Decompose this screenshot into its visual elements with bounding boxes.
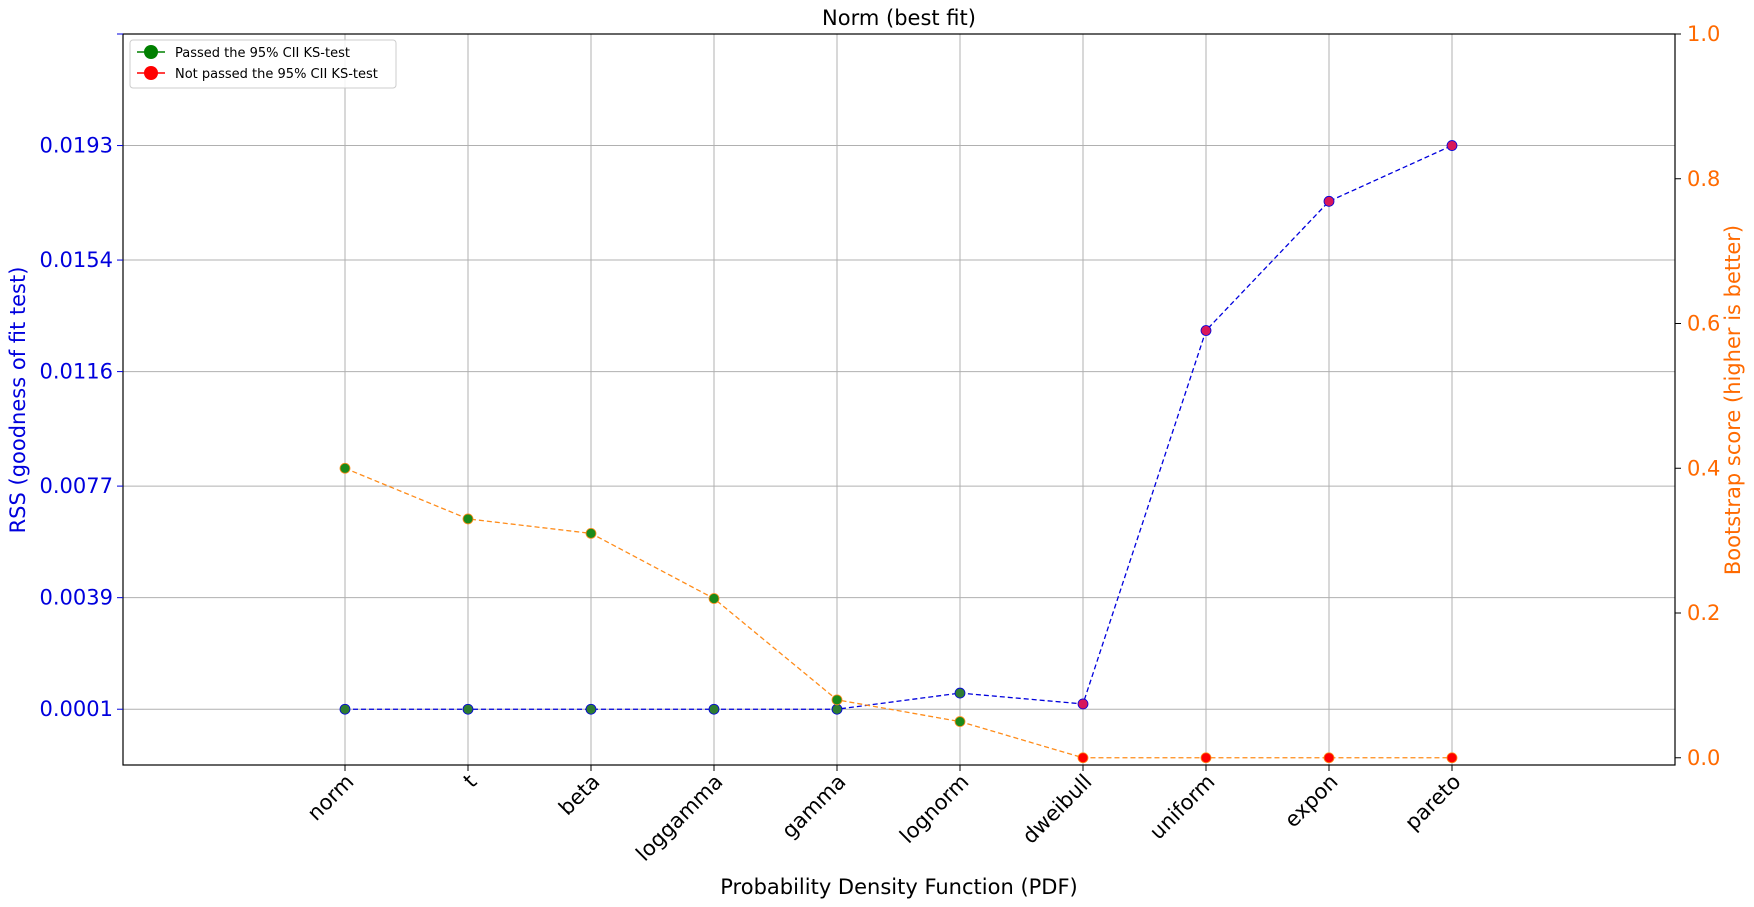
legend-failed-marker [144,66,158,80]
bootstrap-point [1200,752,1212,764]
rss-point [831,703,843,715]
left-y-tick-label: 0.0001 [40,697,113,721]
left-y-axis: 0.0001 0.0039 0.0077 0.0116 0.0154 0.0193 [40,33,123,721]
rss-point [1446,140,1458,151]
chart-title: Norm (best fit) [822,6,976,30]
rss-point [1077,698,1089,710]
left-y-tick-label: 0.0077 [40,474,113,498]
legend-passed-label: Passed the 95% CII KS-test [175,46,350,61]
right-y-axis-label: Bootstrap score (higher is better) [1721,225,1745,575]
legend-failed-label: Not passed the 95% CII KS-test [175,67,378,82]
bootstrap-point [1446,752,1458,764]
left-y-tick-label: 0.0154 [40,248,113,272]
rss-series-line [345,144,1453,710]
right-y-tick-label: 0.8 [1687,167,1720,191]
legend: Passed the 95% CII KS-test Not passed th… [129,39,397,89]
bootstrap-point [708,593,720,604]
rss-point [462,703,474,715]
bootstrap-point [585,527,597,539]
right-y-tick-label: 0.0 [1687,746,1720,770]
right-y-axis: 0.0 0.2 0.4 0.6 0.8 1.0 [1675,22,1720,770]
rss-point [1323,195,1335,207]
series-layer [339,140,1458,764]
legend-box [129,39,397,89]
rss-point [1200,325,1212,336]
left-y-tick-label: 0.0193 [40,134,113,158]
bootstrap-series-line [344,467,1452,759]
left-y-axis-label: RSS (goodness of fit test) [6,267,30,534]
bootstrap-point [1077,752,1089,764]
left-y-tick-label: 0.0116 [40,360,113,384]
right-y-tick-label: 0.2 [1687,601,1720,625]
rss-point [585,703,597,715]
rss-point [708,703,720,715]
bootstrap-point [1323,752,1335,764]
plot-area-frame [122,33,1676,766]
bootstrap-point [339,462,351,474]
x-axis-label: Probability Density Function (PDF) [720,875,1078,899]
rss-point [339,703,351,715]
bootstrap-point [831,694,843,706]
right-y-tick-label: 0.6 [1687,312,1720,336]
rss-point [954,687,966,699]
legend-passed-marker [144,45,158,59]
left-y-tick-label: 0.0039 [40,586,113,610]
bootstrap-point [462,513,474,525]
right-y-tick-label: 0.4 [1687,456,1720,480]
bootstrap-point [954,716,966,727]
right-y-tick-label: 1.0 [1687,22,1720,46]
